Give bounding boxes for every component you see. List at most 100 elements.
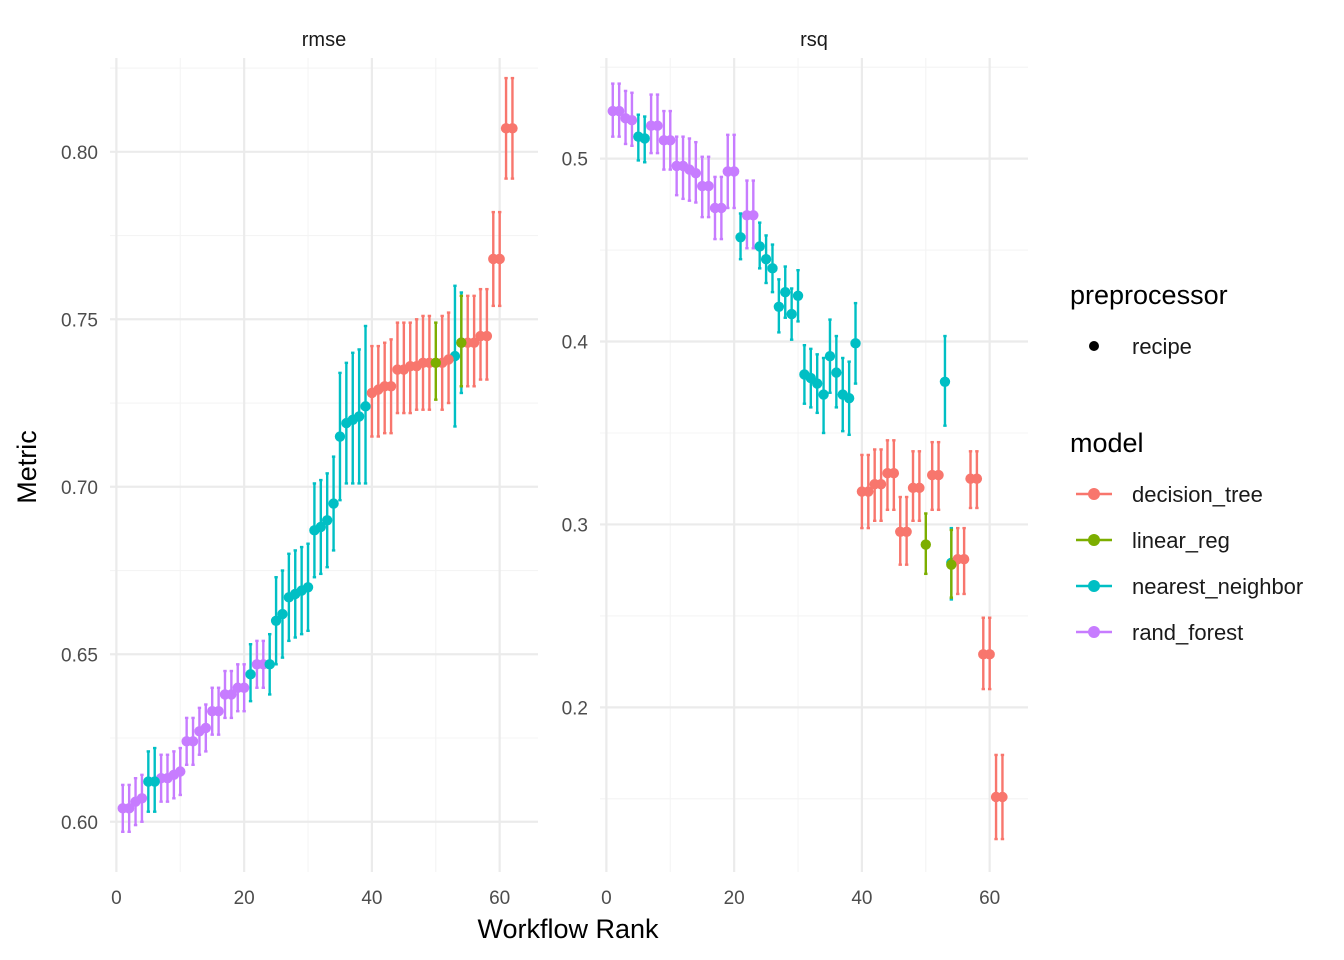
- legend-label: nearest_neighbor: [1132, 574, 1303, 599]
- x-tick-label: 60: [979, 888, 1000, 909]
- data-point: [760, 254, 772, 265]
- data-point: [270, 615, 282, 626]
- data-point: [315, 521, 327, 533]
- data-point: [468, 337, 480, 348]
- data-point: [728, 166, 740, 177]
- data-point: [507, 123, 518, 134]
- data-point: [443, 354, 454, 365]
- data-point: [984, 649, 995, 660]
- x-axis-title: Workflow Rank: [477, 914, 659, 944]
- x-tick-label: 0: [601, 888, 612, 909]
- legend-item-decision-tree: decision_tree: [1076, 482, 1263, 507]
- legend-title-model: model: [1070, 428, 1144, 458]
- data-point: [780, 286, 791, 298]
- data-point: [334, 431, 346, 442]
- data-point: [123, 803, 135, 814]
- data-point: [665, 135, 676, 146]
- series-rand-forest: [117, 639, 269, 834]
- y-tick-label: 0.2: [562, 698, 588, 719]
- data-point: [748, 210, 759, 221]
- data-point: [946, 559, 957, 570]
- data-point: [360, 401, 371, 412]
- data-point: [875, 479, 887, 490]
- facet-panel-rmse: rmse 0 20 40 60 0.60 0.65 0.70 0.75 0.80: [61, 29, 538, 909]
- series-nearest-neighbor: [143, 284, 467, 813]
- legend-title-preprocessor: preprocessor: [1070, 280, 1228, 310]
- data-point: [767, 263, 778, 274]
- series-decision-tree: [366, 76, 518, 438]
- data-point: [353, 411, 365, 422]
- data-point: [792, 290, 804, 301]
- data-point: [914, 482, 925, 494]
- data-point: [613, 105, 625, 117]
- panel-marks: [117, 76, 518, 834]
- x-tick-label: 0: [111, 888, 122, 909]
- data-point: [703, 180, 714, 192]
- data-point: [302, 582, 314, 593]
- x-tick-label: 40: [361, 888, 382, 909]
- series-decision-tree: [856, 439, 1008, 841]
- facet-strip-label: rmse: [302, 29, 346, 51]
- data-point: [200, 722, 212, 734]
- data-point: [716, 202, 727, 214]
- legend: preprocessor recipe model decision_tree …: [1070, 280, 1303, 645]
- data-point: [136, 793, 148, 804]
- legend-label: decision_tree: [1132, 482, 1263, 507]
- legend-key-point: [1088, 626, 1100, 638]
- data-point: [690, 168, 702, 179]
- data-point: [481, 330, 493, 342]
- panel-grid: [110, 58, 538, 872]
- legend-key-point: [1088, 580, 1100, 592]
- data-point: [149, 776, 160, 787]
- data-point: [754, 241, 765, 252]
- y-tick-label: 0.75: [61, 310, 98, 331]
- data-point: [245, 669, 256, 680]
- x-axis-ticks: 0 20 40 60: [111, 888, 510, 909]
- data-point: [456, 337, 467, 348]
- data-point: [321, 515, 333, 526]
- data-point: [385, 381, 397, 392]
- data-point: [773, 301, 785, 312]
- legend-label: rand_forest: [1132, 620, 1243, 645]
- y-tick-label: 0.5: [562, 150, 588, 171]
- data-point: [264, 659, 275, 670]
- series-linear-reg: [430, 294, 467, 401]
- x-tick-label: 60: [489, 888, 510, 909]
- y-axis-ticks: 0.2 0.3 0.4 0.5: [562, 150, 589, 720]
- y-tick-label: 0.80: [61, 143, 98, 164]
- data-point: [818, 389, 829, 400]
- data-point: [175, 766, 186, 777]
- data-point: [920, 539, 931, 550]
- data-point: [811, 378, 823, 389]
- data-point: [850, 338, 861, 349]
- series-nearest-neighbor: [633, 113, 957, 601]
- series-rand-forest: [607, 82, 759, 250]
- data-point: [971, 473, 983, 484]
- legend-label: linear_reg: [1132, 528, 1230, 553]
- facet-strip-label: rsq: [800, 29, 828, 51]
- legend-label-recipe: recipe: [1132, 334, 1192, 359]
- y-tick-label: 0.60: [61, 813, 98, 834]
- series-linear-reg: [920, 512, 957, 599]
- data-point: [958, 554, 970, 565]
- data-point: [238, 682, 250, 693]
- data-point: [888, 468, 900, 479]
- legend-key-recipe: [1089, 341, 1099, 351]
- legend-key-point: [1088, 488, 1100, 500]
- data-point: [328, 498, 339, 509]
- data-point: [430, 357, 441, 369]
- panel-marks: [607, 82, 1008, 841]
- y-axis-title: Metric: [12, 430, 42, 504]
- legend-item-rand-forest: rand_forest: [1076, 620, 1243, 645]
- data-point: [626, 114, 638, 126]
- legend-item-linear-reg: linear_reg: [1076, 528, 1230, 553]
- facet-panel-rsq: rsq 0 20 40 60 0.2 0.3 0.4 0.5: [562, 29, 1028, 909]
- data-point: [226, 689, 237, 700]
- data-point: [786, 308, 797, 320]
- x-tick-label: 40: [851, 888, 872, 909]
- data-point: [831, 367, 842, 378]
- data-point: [863, 486, 874, 497]
- data-point: [843, 393, 855, 404]
